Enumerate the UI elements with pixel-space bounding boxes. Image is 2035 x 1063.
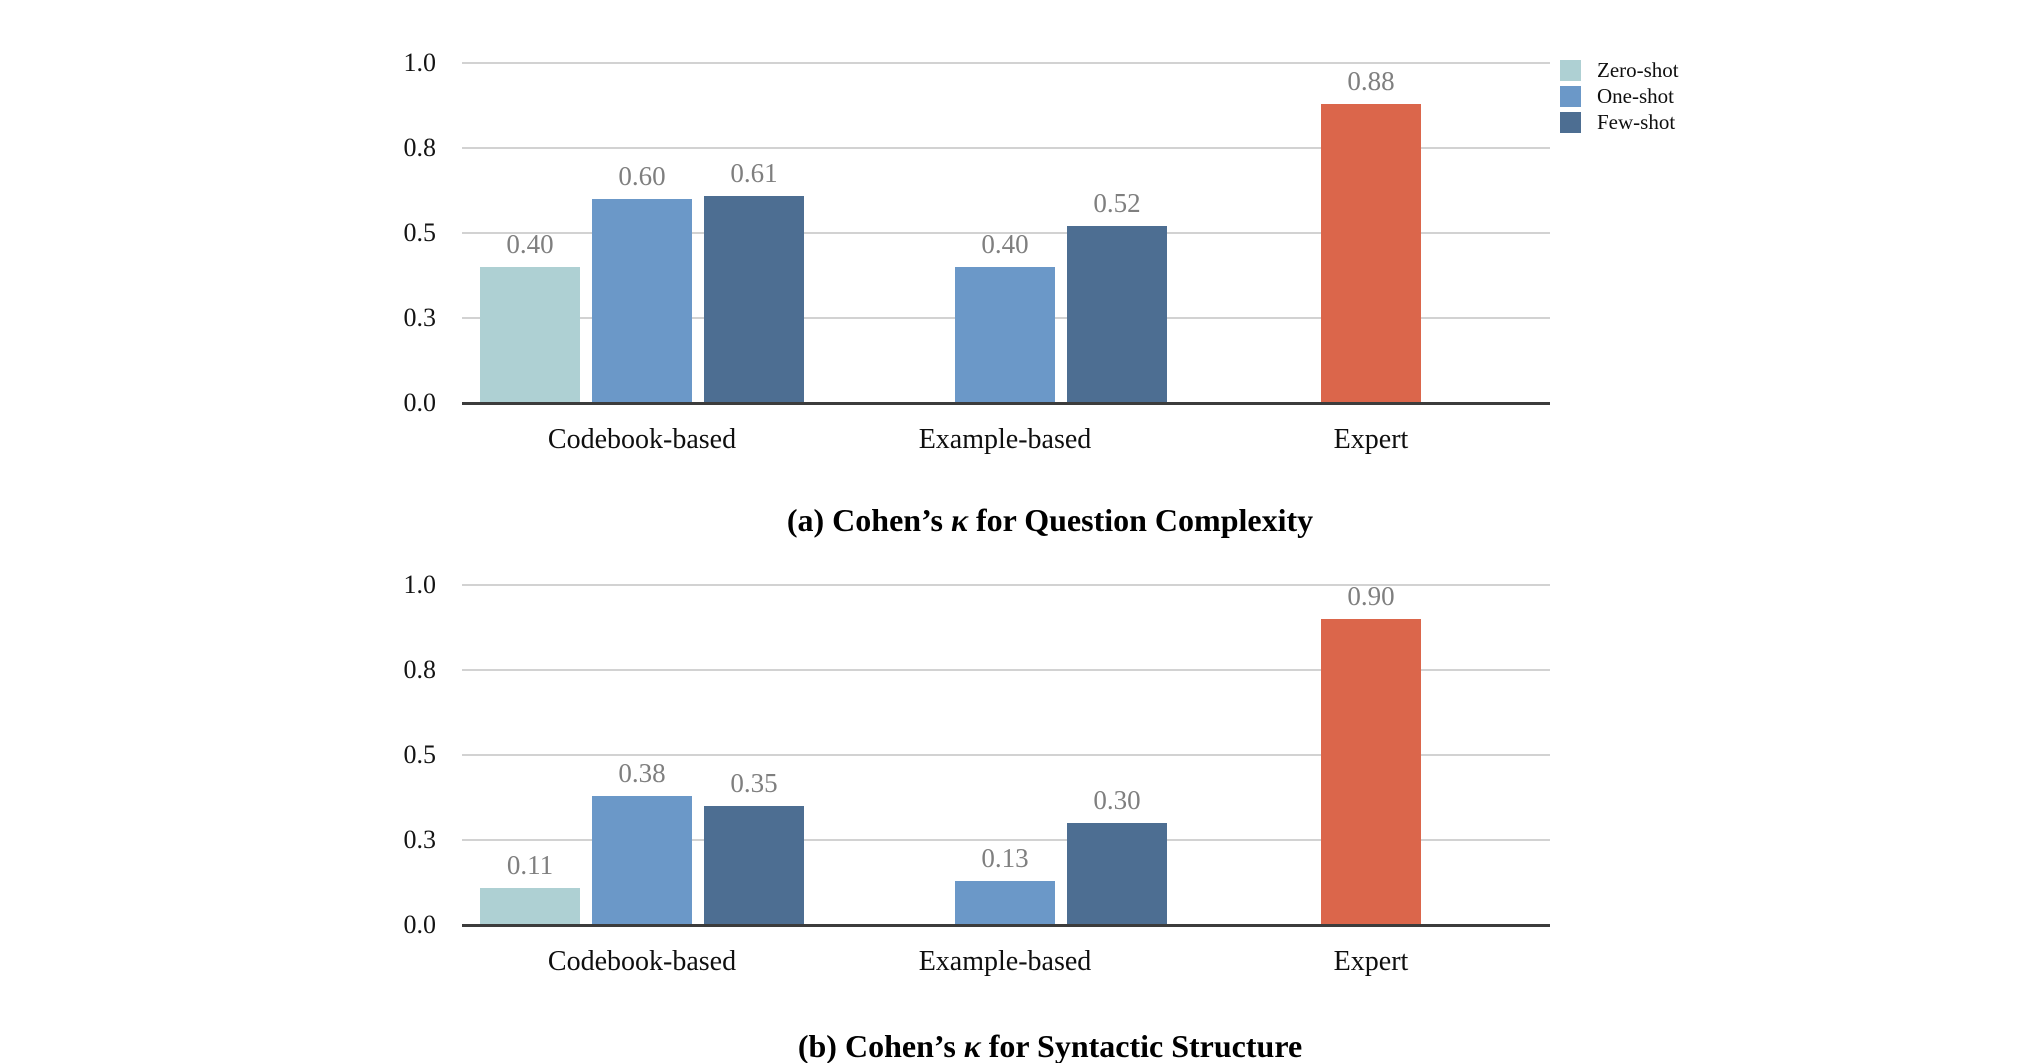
kappa-symbol: κ: [951, 502, 968, 538]
category-label: Example-based: [918, 946, 1092, 977]
gridline: [462, 669, 1550, 671]
bar-value-label: 0.30: [1093, 785, 1141, 815]
bar-value-label: 0.13: [981, 843, 1029, 873]
y-tick-label: 0.0: [403, 388, 437, 417]
category-label: Example-based: [918, 424, 1092, 455]
y-tick-label: 0.3: [403, 825, 437, 854]
y-tick-label: 0.0: [403, 910, 437, 939]
chart-b-caption: (b) Cohen’s κ for Syntactic Structure: [797, 1028, 1303, 1063]
kappa-symbol: κ: [963, 1028, 981, 1063]
y-tick-label: 1.0: [403, 48, 437, 77]
legend-label: Few-shot: [1597, 110, 1676, 134]
legend-label: Zero-shot: [1597, 58, 1679, 82]
gridline: [462, 147, 1550, 149]
legend-item-zero-shot: Zero-shot: [1560, 60, 1679, 81]
category-label: Codebook-based: [547, 424, 737, 455]
gridline: [462, 62, 1550, 64]
category-label: Codebook-based: [547, 946, 737, 977]
category-label: Expert: [1333, 424, 1409, 455]
x-axis-line: [462, 402, 1550, 405]
bar-value-label: 0.11: [506, 850, 554, 880]
y-tick-label: 1.0: [403, 570, 437, 599]
legend-label: One-shot: [1597, 84, 1674, 108]
bar-value-label: 0.90: [1347, 581, 1395, 611]
y-tick-label: 0.5: [403, 218, 437, 247]
bar-expert: [1321, 104, 1421, 403]
bar-zero-shot: [480, 267, 580, 403]
legend-swatch-few-shot: [1560, 112, 1581, 133]
legend-item-one-shot: One-shot: [1560, 86, 1679, 107]
x-axis-line: [462, 924, 1550, 927]
category-label: Expert: [1333, 946, 1409, 977]
bar-value-label: 0.61: [730, 158, 778, 188]
bar-few-shot: [1067, 823, 1167, 925]
legend: Zero-shot One-shot Few-shot: [1560, 60, 1679, 138]
bar-value-label: 0.40: [981, 229, 1029, 259]
legend-swatch-zero-shot: [1560, 60, 1581, 81]
gridline: [462, 584, 1550, 586]
bar-value-label: 0.88: [1347, 66, 1395, 96]
bar-one-shot: [592, 199, 692, 403]
bar-value-label: 0.60: [618, 161, 666, 191]
gridline: [462, 839, 1550, 841]
bar-one-shot: [955, 267, 1055, 403]
y-tick-label: 0.3: [403, 303, 437, 332]
y-tick-label: 0.5: [403, 740, 437, 769]
bar-value-label: 0.40: [506, 229, 554, 259]
bar-zero-shot: [480, 888, 580, 925]
bar-value-label: 0.38: [618, 758, 666, 788]
gridline: [462, 232, 1550, 234]
bar-few-shot: [704, 806, 804, 925]
bar-value-label: 0.35: [730, 768, 778, 798]
y-tick-label: 0.8: [403, 133, 437, 162]
chart-a-caption: (a) Cohen’s κ for Question Complexity: [786, 502, 1314, 538]
bar-one-shot: [592, 796, 692, 925]
bar-few-shot: [704, 196, 804, 403]
gridline: [462, 754, 1550, 756]
bar-value-label: 0.52: [1093, 188, 1141, 218]
bar-one-shot: [955, 881, 1055, 925]
legend-swatch-one-shot: [1560, 86, 1581, 107]
bar-expert: [1321, 619, 1421, 925]
y-tick-label: 0.8: [403, 655, 437, 684]
bar-few-shot: [1067, 226, 1167, 403]
legend-item-few-shot: Few-shot: [1560, 112, 1679, 133]
